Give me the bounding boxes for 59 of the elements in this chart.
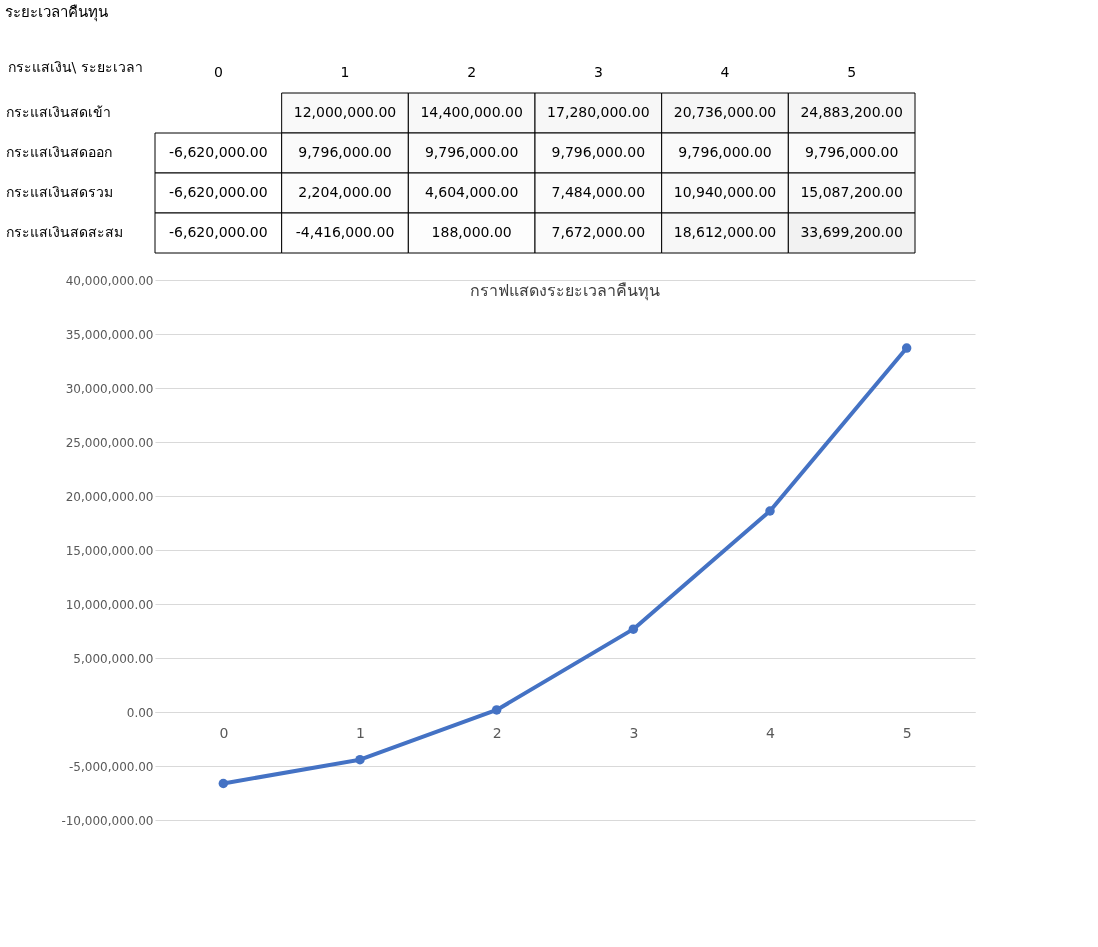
y-axis-title: กระแสเงิน\ ระยะเวลา xyxy=(7,58,143,75)
data-label: 14,400,000.00 xyxy=(420,104,523,120)
data-label: 12,000,000.00 xyxy=(293,104,397,120)
point xyxy=(765,506,775,516)
y-tick-label: 25,000,000.00 xyxy=(65,435,154,450)
x-tick-label: 5 xyxy=(902,724,912,741)
chart-title: ระยะเวลาคืนทุน xyxy=(5,3,108,22)
data-label: 15,087,200.00 xyxy=(800,184,903,200)
y-tick-label: 35,000,000.00 xyxy=(65,327,154,342)
y-tick-label: 40,000,000.00 xyxy=(65,273,154,288)
data-label: 17,280,000.00 xyxy=(547,104,650,120)
point xyxy=(491,705,502,715)
y-tick-label: 30,000,000.00 xyxy=(65,381,154,396)
x-tick-label: 0 xyxy=(213,63,223,80)
data-label: 18,612,000.00 xyxy=(673,224,777,240)
data-label: -4,416,000.00 xyxy=(295,224,395,240)
data-label: 9,796,000.00 xyxy=(678,144,772,160)
point xyxy=(628,624,639,634)
y-tick-label: -5,000,000.00 xyxy=(69,759,154,774)
chart-title: กราฟแสดงระยะเวลาคืนทุน xyxy=(470,281,660,301)
data-label: 188,000.00 xyxy=(431,224,512,240)
y-tick-label: 20,000,000.00 xyxy=(65,489,154,504)
data-label: 24,883,200.00 xyxy=(800,104,903,120)
data-label: 9,796,000.00 xyxy=(551,144,646,160)
x-tick-label: 5 xyxy=(847,63,857,80)
y-tick-label: กระแสเงินสดรวม xyxy=(5,184,113,200)
data-label: 7,672,000.00 xyxy=(551,224,646,240)
y-tick-label: กระแสเงินสดสะสม xyxy=(5,224,123,240)
data-label: 9,796,000.00 xyxy=(804,144,899,160)
point xyxy=(355,754,365,765)
data-label: -6,620,000.00 xyxy=(169,144,268,160)
x-tick-label: 4 xyxy=(720,63,730,80)
data-label: 9,796,000.00 xyxy=(298,144,392,160)
data-label: 4,604,000.00 xyxy=(424,184,519,200)
y-tick-label: -10,000,000.00 xyxy=(61,813,154,828)
data-label: 20,736,000.00 xyxy=(673,104,777,120)
data-label: 9,796,000.00 xyxy=(424,144,519,160)
y-tick-label: กระแสเงินสดเข้า xyxy=(5,104,111,120)
data-label: 2,204,000.00 xyxy=(298,184,392,200)
data-label: -6,620,000.00 xyxy=(169,224,268,240)
x-tick-label: 2 xyxy=(492,724,502,741)
point xyxy=(901,343,912,353)
data-label: 7,484,000.00 xyxy=(551,184,646,200)
x-tick-label: 3 xyxy=(593,63,603,80)
x-tick-label: 1 xyxy=(340,63,350,80)
point xyxy=(218,778,229,789)
x-tick-label: 0 xyxy=(219,724,229,741)
data-label: -6,620,000.00 xyxy=(169,184,268,200)
y-tick-label: 0.00 xyxy=(126,705,154,720)
x-tick-label: 3 xyxy=(629,724,639,741)
y-tick-label: 5,000,000.00 xyxy=(73,651,154,666)
x-tick-label: 1 xyxy=(356,724,365,741)
x-tick-label: 2 xyxy=(467,63,477,80)
data-label: 10,940,000.00 xyxy=(673,184,777,200)
x-tick-label: 4 xyxy=(766,724,776,741)
data-label: 33,699,200.00 xyxy=(800,224,903,240)
y-tick-label: 15,000,000.00 xyxy=(65,543,154,558)
y-tick-label: กระแสเงินสดออก xyxy=(5,144,112,160)
y-tick-label: 10,000,000.00 xyxy=(65,597,154,612)
